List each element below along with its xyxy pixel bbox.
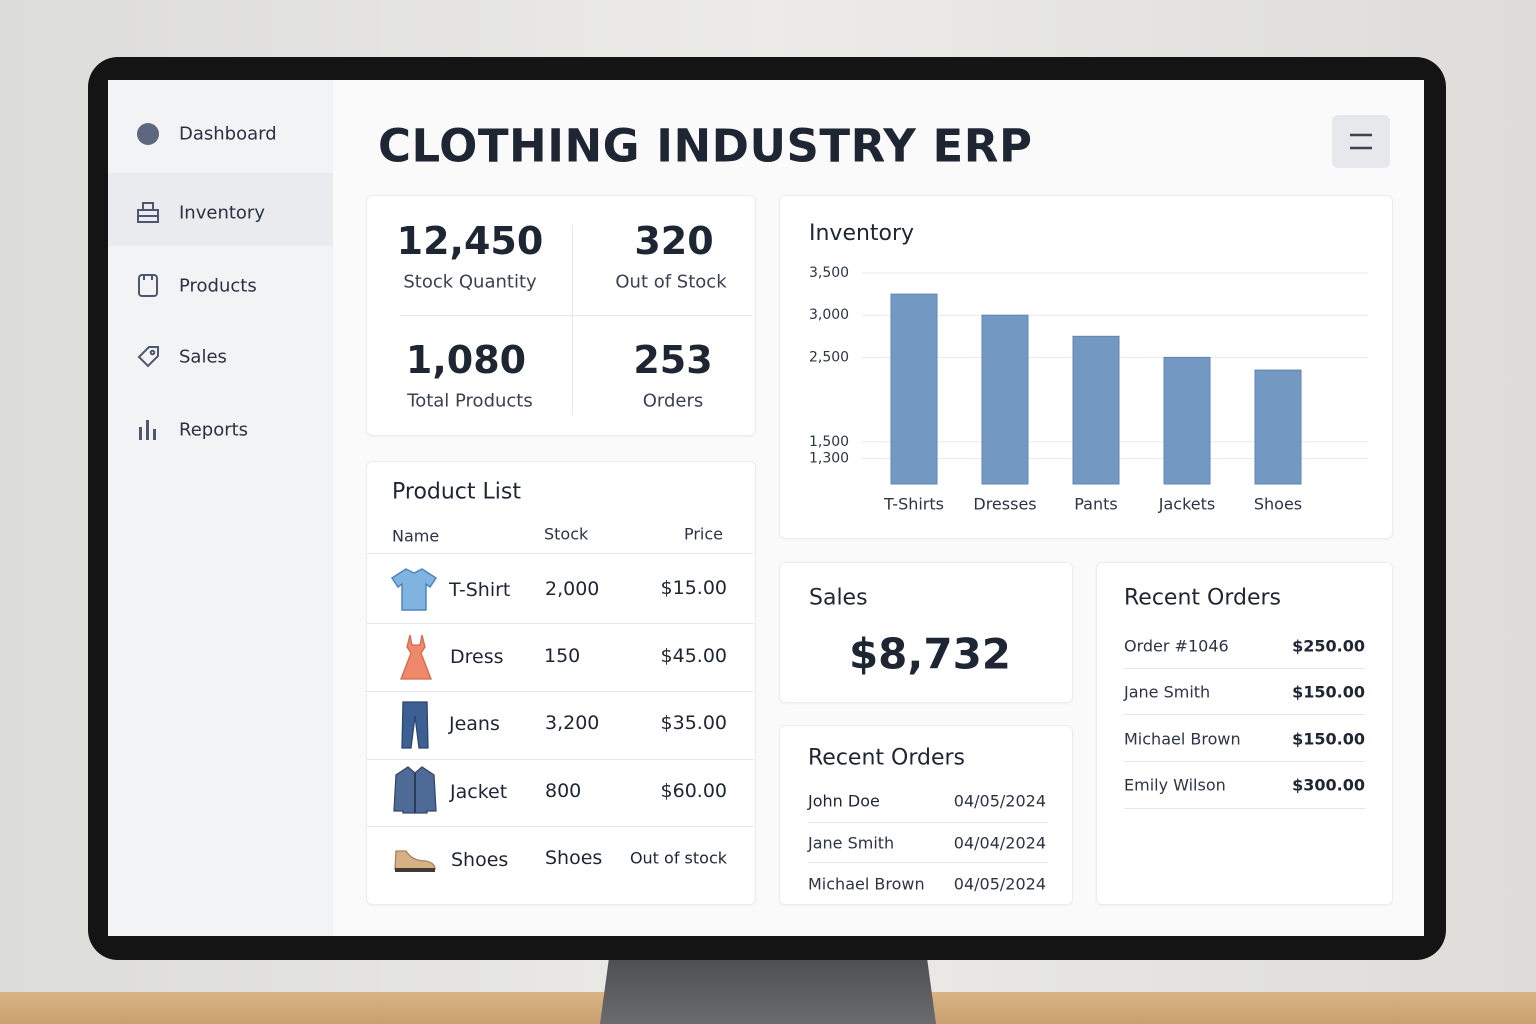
card-title: Sales xyxy=(809,585,868,611)
stat-label: Stock Quantity xyxy=(403,271,537,293)
product-price: Out of stock xyxy=(629,848,727,868)
product-name: Jacket xyxy=(450,781,508,803)
y-tick-label: 3,500 xyxy=(809,265,849,281)
x-tick-label: Pants xyxy=(1074,495,1117,514)
divider xyxy=(572,225,573,415)
order-name: Emily Wilson xyxy=(1124,775,1226,795)
row-divider xyxy=(366,623,754,624)
icon-sales xyxy=(137,346,159,368)
order-name: Michael Brown xyxy=(808,874,925,894)
sales-value: $8,732 xyxy=(848,629,1012,679)
order-name: Jane Smith xyxy=(808,833,895,853)
row-divider xyxy=(1124,808,1365,809)
product-name: Dress xyxy=(450,646,504,668)
row-divider xyxy=(366,826,754,827)
icon-inventory xyxy=(137,202,159,223)
menu-icon xyxy=(1350,133,1372,150)
product-stock: 800 xyxy=(545,780,582,802)
monitor-stand xyxy=(600,950,936,1024)
nav-item[interactable]: Products xyxy=(179,275,257,297)
product-stock: Shoes xyxy=(545,847,603,869)
product-list-card xyxy=(366,461,756,905)
stat-value: 320 xyxy=(634,219,714,263)
y-tick-label: 1,300 xyxy=(809,451,849,467)
bar xyxy=(981,314,1029,485)
product-price: $15.00 xyxy=(660,577,727,599)
order-amount: $150.00 xyxy=(1292,682,1365,702)
recent-orders-card xyxy=(1096,562,1393,905)
order-name: Jane Smith xyxy=(1124,682,1211,702)
card-title: Recent Orders xyxy=(1124,585,1282,611)
stat-value: 1,080 xyxy=(405,338,527,382)
row-divider xyxy=(808,862,1048,863)
product-stock: 2,000 xyxy=(545,578,600,600)
icon-jacket xyxy=(393,766,437,814)
column-header: Name xyxy=(392,526,440,546)
nav-item[interactable]: Dashboard xyxy=(179,123,277,145)
column-header: Price xyxy=(683,524,723,544)
order-name: Order #1046 xyxy=(1124,636,1229,656)
product-price: $60.00 xyxy=(660,780,727,802)
order-amount: $300.00 xyxy=(1292,775,1365,795)
row-divider xyxy=(366,691,754,692)
bar xyxy=(1254,369,1302,485)
icon-dashboard xyxy=(137,123,159,145)
product-price: $45.00 xyxy=(660,645,727,667)
row-divider xyxy=(366,759,754,760)
nav-item[interactable]: Sales xyxy=(179,346,227,368)
row-divider xyxy=(1124,668,1365,669)
product-name: Shoes xyxy=(451,849,509,871)
order-name: Michael Brown xyxy=(1124,729,1241,749)
y-tick-label: 1,500 xyxy=(809,434,849,450)
icon-shoes xyxy=(394,850,436,872)
card-title: Product List xyxy=(392,479,521,505)
stat-label: Out of Stock xyxy=(615,271,727,293)
x-tick-label: Dresses xyxy=(973,495,1036,514)
row-divider xyxy=(1124,714,1365,715)
nav-item[interactable]: Inventory xyxy=(179,202,265,224)
column-header: Stock xyxy=(544,524,589,544)
recent-orders-card xyxy=(779,725,1073,905)
product-stock: 3,200 xyxy=(545,712,600,734)
sales-card xyxy=(779,562,1073,703)
order-name: John Doe xyxy=(808,791,880,811)
y-tick-label: 3,000 xyxy=(809,307,849,323)
row-divider xyxy=(808,822,1048,823)
stat-label: Orders xyxy=(642,390,704,412)
x-tick-label: Jackets xyxy=(1158,495,1215,514)
stat-value: 253 xyxy=(633,338,713,382)
order-date: 04/05/2024 xyxy=(953,791,1046,811)
divider xyxy=(400,315,752,316)
order-amount: $150.00 xyxy=(1292,729,1365,749)
icon-tshirt xyxy=(391,568,437,611)
y-tick-label: 2,500 xyxy=(809,349,849,365)
icon-dress xyxy=(400,634,432,680)
product-name: Jeans xyxy=(449,713,500,735)
menu-button[interactable] xyxy=(1332,115,1390,168)
bar xyxy=(890,293,938,485)
row-divider xyxy=(1124,761,1365,762)
order-amount: $250.00 xyxy=(1292,636,1365,656)
order-date: 04/04/2024 xyxy=(953,833,1046,853)
icon-reports xyxy=(139,420,156,440)
x-tick-label: Shoes xyxy=(1254,495,1302,514)
product-stock: 150 xyxy=(544,645,581,667)
order-date: 04/05/2024 xyxy=(953,874,1046,894)
card-title: Recent Orders xyxy=(808,745,966,771)
page-title: CLOTHING INDUSTRY ERP xyxy=(378,119,1033,173)
nav-item[interactable]: Reports xyxy=(179,419,249,441)
x-tick-label: T-Shirts xyxy=(883,495,944,514)
row-divider xyxy=(366,553,754,554)
chart-title: Inventory xyxy=(809,221,914,246)
bar xyxy=(1072,335,1120,485)
stat-label: Total Products xyxy=(407,390,533,412)
product-price: $35.00 xyxy=(660,712,727,734)
bar xyxy=(1163,356,1211,485)
product-name: T-Shirt xyxy=(449,579,511,601)
icon-jeans xyxy=(401,701,429,749)
icon-products xyxy=(138,274,158,297)
stat-value: 12,450 xyxy=(396,219,544,263)
